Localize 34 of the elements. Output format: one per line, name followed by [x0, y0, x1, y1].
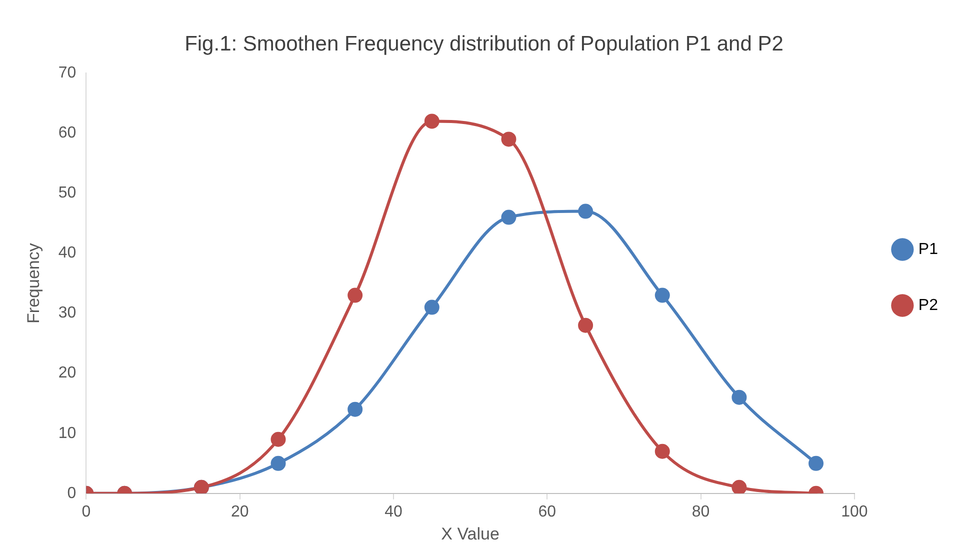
- point: [732, 480, 747, 494]
- chart-title: Fig.1: Smoothen Frequency distribution of Population P1 and P2: [184, 32, 784, 56]
- point: [578, 318, 594, 333]
- y-tick-label: 70: [58, 64, 76, 82]
- point: [654, 444, 670, 459]
- point: [424, 300, 440, 315]
- y-axis-title: Frequency: [24, 242, 43, 324]
- point: [654, 288, 670, 303]
- x-tick-label: 80: [692, 503, 710, 520]
- point: [424, 114, 440, 129]
- y-tick-label: 30: [58, 304, 76, 322]
- x-tick-label: 40: [384, 503, 402, 520]
- point: [270, 432, 286, 447]
- x-tick-label: 100: [841, 503, 868, 520]
- legend-label: P2: [918, 296, 938, 314]
- y-tick-label: 0: [67, 484, 76, 502]
- y-tick-label: 10: [58, 424, 76, 442]
- point: [732, 390, 747, 405]
- y-tick-label: 50: [58, 184, 76, 202]
- y-tick-label: 40: [58, 244, 76, 262]
- legend-label: P1: [918, 240, 938, 258]
- y-tick-label: 20: [58, 364, 76, 382]
- point: [348, 288, 363, 303]
- point: [578, 204, 594, 219]
- point: [348, 402, 363, 417]
- x-tick-label: 20: [230, 503, 249, 520]
- point: [270, 456, 286, 471]
- x-axis-title: X Value: [441, 524, 500, 544]
- point: [501, 132, 516, 147]
- x-tick-label: 0: [82, 503, 91, 520]
- x-tick-label: 60: [538, 503, 556, 520]
- y-tick-label: 60: [58, 124, 76, 142]
- point: [808, 456, 824, 471]
- point: [501, 210, 516, 225]
